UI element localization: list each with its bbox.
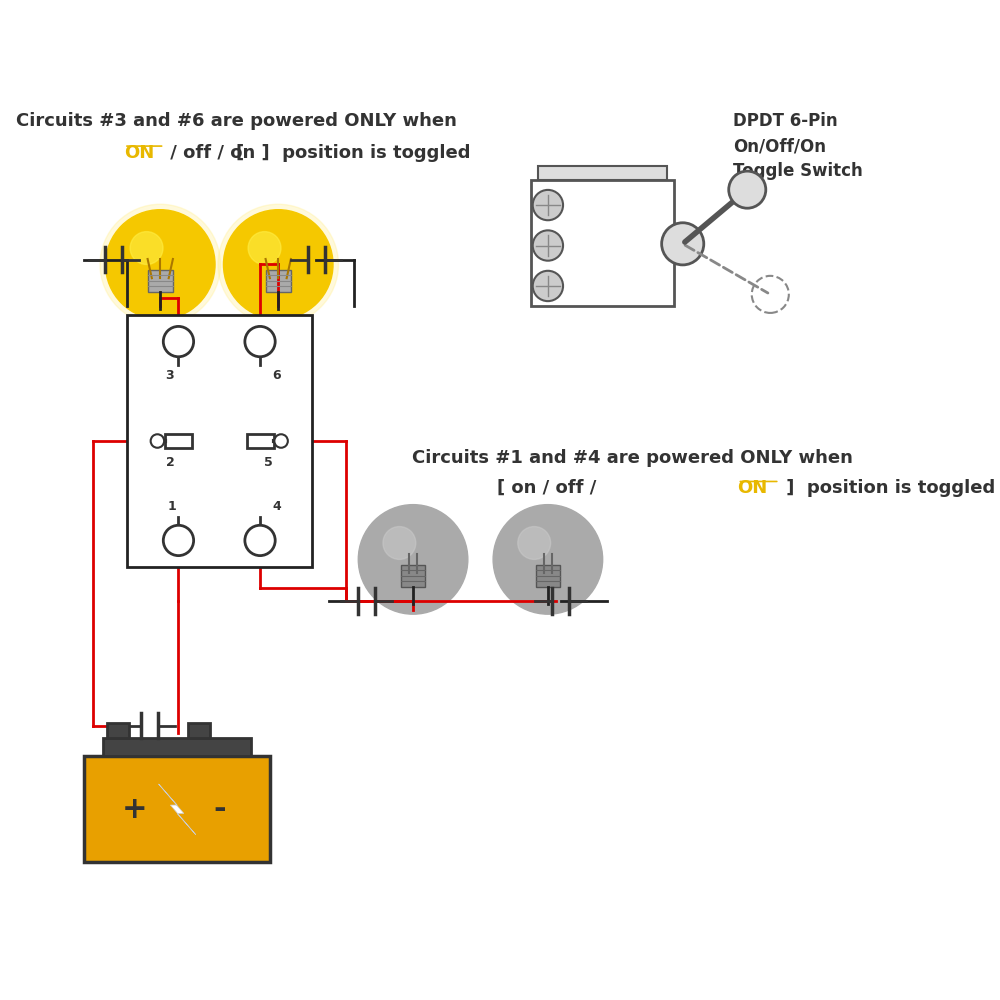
Text: ON: ON: [124, 144, 154, 162]
Text: ]  position is toggled: ] position is toggled: [780, 479, 995, 497]
Bar: [536, 565, 560, 587]
Bar: [401, 565, 425, 587]
Circle shape: [729, 171, 766, 208]
Circle shape: [662, 223, 704, 265]
Text: -: -: [213, 795, 226, 824]
Circle shape: [130, 232, 163, 264]
Bar: [531, 180, 674, 306]
Circle shape: [533, 230, 563, 261]
Bar: [165, 434, 192, 448]
Bar: [188, 723, 210, 738]
Polygon shape: [159, 784, 196, 835]
Text: 4: 4: [273, 500, 281, 513]
Text: Circuits #3 and #6 are powered ONLY when: Circuits #3 and #6 are powered ONLY when: [16, 112, 457, 130]
Text: [: [: [236, 144, 250, 162]
Circle shape: [248, 232, 281, 264]
Bar: [103, 738, 251, 756]
Circle shape: [245, 525, 275, 556]
Text: DPDT 6-Pin
On/Off/On
Toggle Switch: DPDT 6-Pin On/Off/On Toggle Switch: [733, 112, 863, 180]
Circle shape: [383, 527, 416, 559]
Text: 3: 3: [166, 369, 174, 382]
Text: [ on / off /: [ on / off /: [497, 479, 603, 497]
Bar: [127, 315, 312, 567]
Bar: [247, 434, 274, 448]
Text: 1: 1: [167, 500, 176, 513]
Circle shape: [151, 434, 164, 448]
Text: +: +: [122, 795, 147, 824]
Bar: [84, 756, 270, 862]
Circle shape: [493, 505, 603, 614]
Circle shape: [245, 326, 275, 357]
Text: / off / on ]  position is toggled: / off / on ] position is toggled: [164, 144, 471, 162]
Circle shape: [105, 210, 215, 319]
Text: Circuits #1 and #4 are powered ONLY when: Circuits #1 and #4 are powered ONLY when: [412, 449, 853, 467]
Circle shape: [163, 326, 194, 357]
Circle shape: [223, 210, 333, 319]
Circle shape: [100, 204, 221, 325]
Circle shape: [518, 527, 551, 559]
Bar: [266, 270, 291, 292]
Circle shape: [533, 190, 563, 220]
Text: 6: 6: [273, 369, 281, 382]
Circle shape: [533, 271, 563, 301]
Bar: [148, 270, 173, 292]
Text: 5: 5: [264, 456, 273, 469]
Bar: [538, 166, 667, 180]
Circle shape: [358, 505, 468, 614]
Text: ON: ON: [737, 479, 768, 497]
Text: 2: 2: [166, 456, 174, 469]
Circle shape: [218, 204, 338, 325]
Circle shape: [163, 525, 194, 556]
Bar: [107, 723, 129, 738]
Circle shape: [274, 434, 288, 448]
